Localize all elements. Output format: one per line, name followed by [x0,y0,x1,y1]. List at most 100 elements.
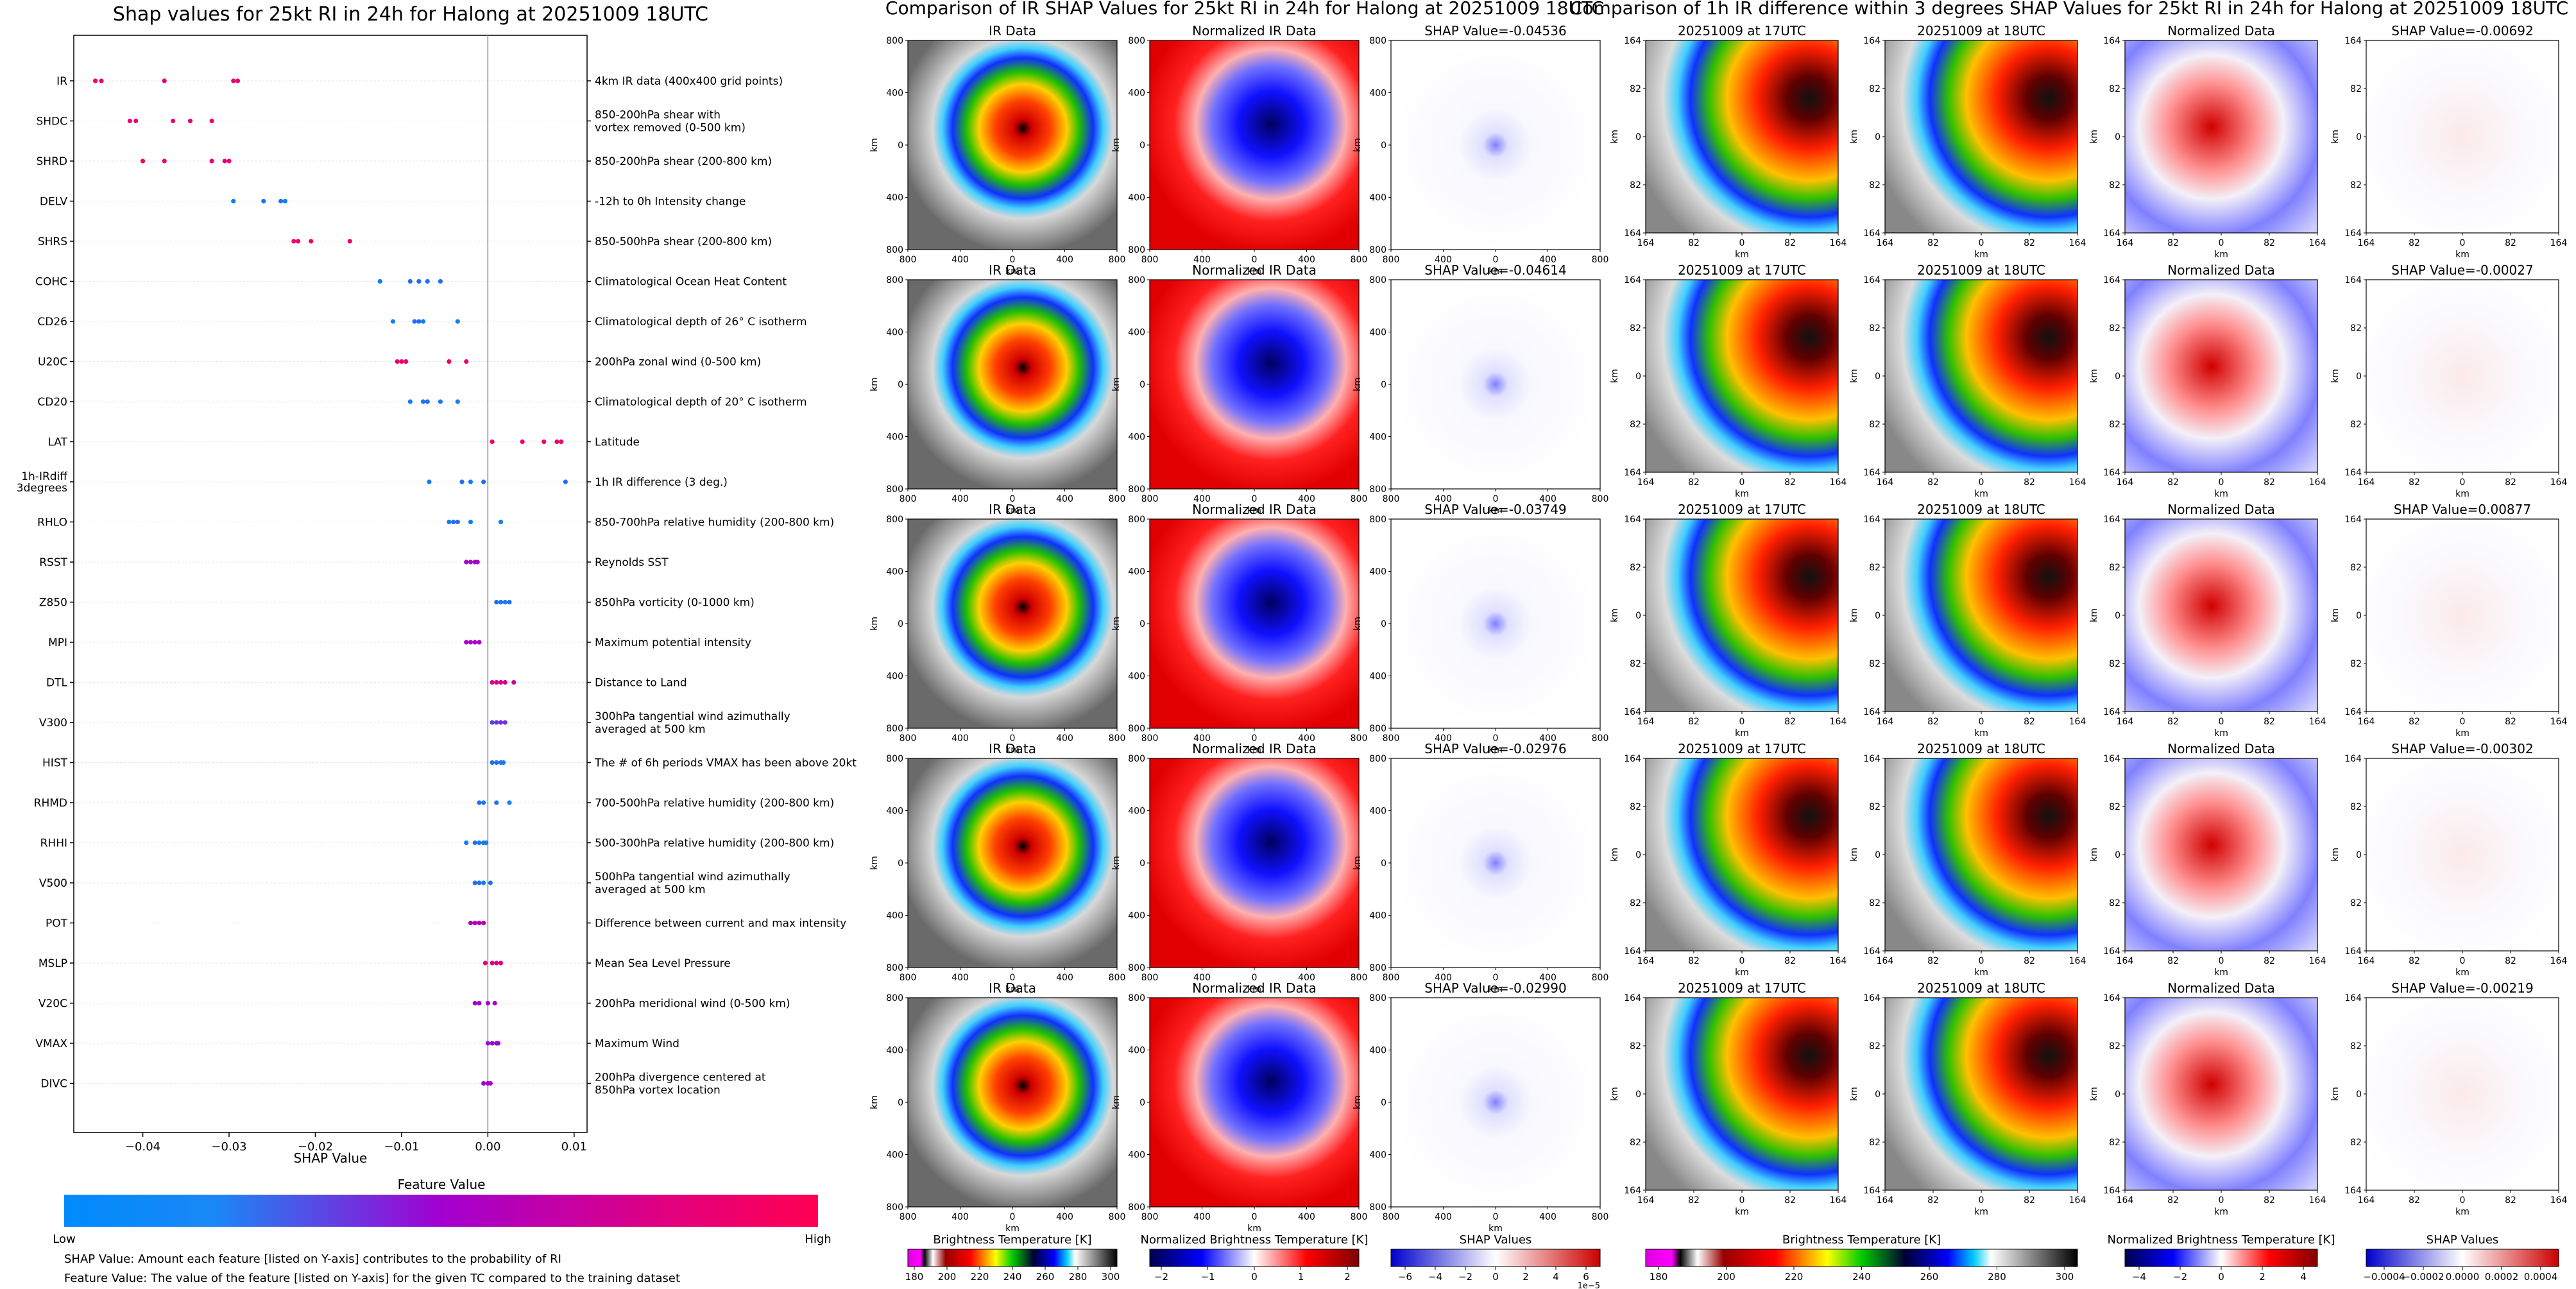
x-axis-label: km [2214,250,2228,260]
x-tick-label: 0 [1252,494,1258,504]
x-tick-label: 0 [2219,238,2224,248]
shap-point [481,880,486,885]
y-tick-label: 82 [1869,1041,1881,1052]
normalized-diff-image [2124,40,2318,234]
shap-point [472,840,477,846]
x-axis-label: km [1735,1207,1749,1217]
x-tick-label: 164 [1877,477,1894,488]
shap-point [477,800,482,805]
shap-point [231,78,236,83]
x-tick-label: 400 [1056,255,1073,265]
x-tick-label: −0.02 [298,1140,333,1154]
y-tick-label: 164 [2344,515,2362,525]
shap-point [481,1080,486,1086]
y-tick-label: 400 [1128,193,1145,203]
y-tick-label: 0 [2356,1089,2362,1100]
colorbar-tick-label: 240 [1003,1271,1022,1283]
y-tick-label: 82 [1630,563,1641,573]
x-tick-label: 400 [1056,494,1073,504]
y-tick-label: 0 [898,858,903,869]
x-tick-label: 164 [2358,238,2375,248]
y-tick-label: 800 [1369,1202,1386,1213]
feature-description: Maximum potential intensity [595,636,751,649]
y-axis-label: km [1111,856,1122,870]
shap-point [93,78,98,83]
y-tick-label: 800 [886,963,903,973]
colorbar [907,1249,1118,1267]
feature-description: 200hPa zonal wind (0-500 km) [595,356,761,369]
shap-point [450,519,456,525]
x-tick-label: 400 [951,494,969,504]
feature-name: Z850 [39,597,67,610]
x-tick-label: 400 [951,255,969,265]
subplot-title: Normalized IR Data [1192,23,1317,38]
y-tick-label: 164 [2103,1186,2120,1196]
y-tick-label: 0 [1875,850,1881,860]
subplot-title: 20251009 at 17UTC [1678,262,1806,278]
x-axis-label: km [1974,728,1988,738]
x-axis-label: km [1005,984,1019,994]
colorbar-tick-label: 180 [905,1271,924,1283]
subplot-title: Normalized Data [2167,262,2275,278]
subplot-title: Normalized Data [2167,980,2275,996]
colorbar-tick-label: 0 [1251,1271,1258,1283]
y-tick-label: 400 [1128,89,1145,99]
x-tick-label: 0 [1739,1195,1745,1206]
x-tick-label: 400 [1193,733,1211,744]
x-tick-label: 164 [2069,238,2086,248]
x-axis-label: km [2455,1207,2469,1217]
y-tick-label: 82 [1869,563,1881,573]
x-tick-label: 164 [2358,956,2375,966]
shap-point [209,158,214,164]
subplot-title: 20251009 at 17UTC [1678,23,1806,38]
x-tick-label: 0 [1979,956,1984,966]
feature-description: Latitude [595,436,640,449]
subplot-title: 20251009 at 17UTC [1678,980,1806,996]
x-tick-label: 800 [1141,494,1159,504]
x-tick-label: 800 [1351,494,1368,504]
y-tick-label: 82 [1630,84,1641,94]
subplot-title: IR Data [989,741,1036,756]
colorbar-tick-label: 300 [1102,1271,1120,1283]
x-tick-label: 0 [1493,494,1499,504]
x-tick-label: 0 [1739,238,1745,248]
y-tick-label: 400 [1128,328,1145,338]
y-tick-label: 164 [1624,1186,1641,1196]
x-tick-label: 0 [1979,1195,1984,1206]
x-tick-label: 400 [1539,255,1557,265]
x-tick-label: 800 [1383,255,1400,265]
x-tick-label: 164 [2358,1195,2375,1206]
shap-point [498,960,504,966]
x-tick-label: 164 [2117,477,2134,488]
ir-17utc-image [1645,758,1839,952]
y-tick-label: 0 [2356,850,2362,860]
x-tick-label: 0 [2219,956,2224,966]
subplot-title: SHAP Value=-0.00302 [2391,741,2533,756]
ir-18utc-image [1884,758,2078,952]
y-tick-label: 0 [1635,850,1641,860]
y-axis-label: km [869,377,880,391]
x-tick-label: 164 [2069,1195,2086,1206]
feature-description: 850-500hPa shear (200-800 km) [595,235,772,248]
x-tick-label: 82 [1688,238,1700,248]
y-tick-label: 0 [1381,858,1386,869]
shap-point [455,519,460,525]
x-tick-label: 82 [1688,477,1700,488]
y-tick-label: 164 [2103,515,2120,525]
y-tick-label: 800 [1128,245,1145,255]
x-axis-label: km [1974,968,1988,978]
x-tick-label: 400 [1298,255,1315,265]
feature-description: Climatological depth of 26° C isotherm [595,316,807,329]
feature-name: MSLP [38,957,67,970]
y-tick-label: 164 [1624,275,1641,286]
feature-name: RHHI [40,837,67,850]
x-tick-label: 82 [1927,238,1939,248]
y-tick-label: 0 [1381,141,1386,151]
x-tick-label: 164 [2550,956,2568,966]
shap-point [490,1041,495,1046]
feature-name: COHC [35,276,67,289]
x-tick-label: 82 [2167,956,2179,966]
x-tick-label: 400 [1435,1212,1452,1222]
y-tick-label: 0 [1635,132,1641,142]
y-tick-label: 0 [2356,371,2362,382]
